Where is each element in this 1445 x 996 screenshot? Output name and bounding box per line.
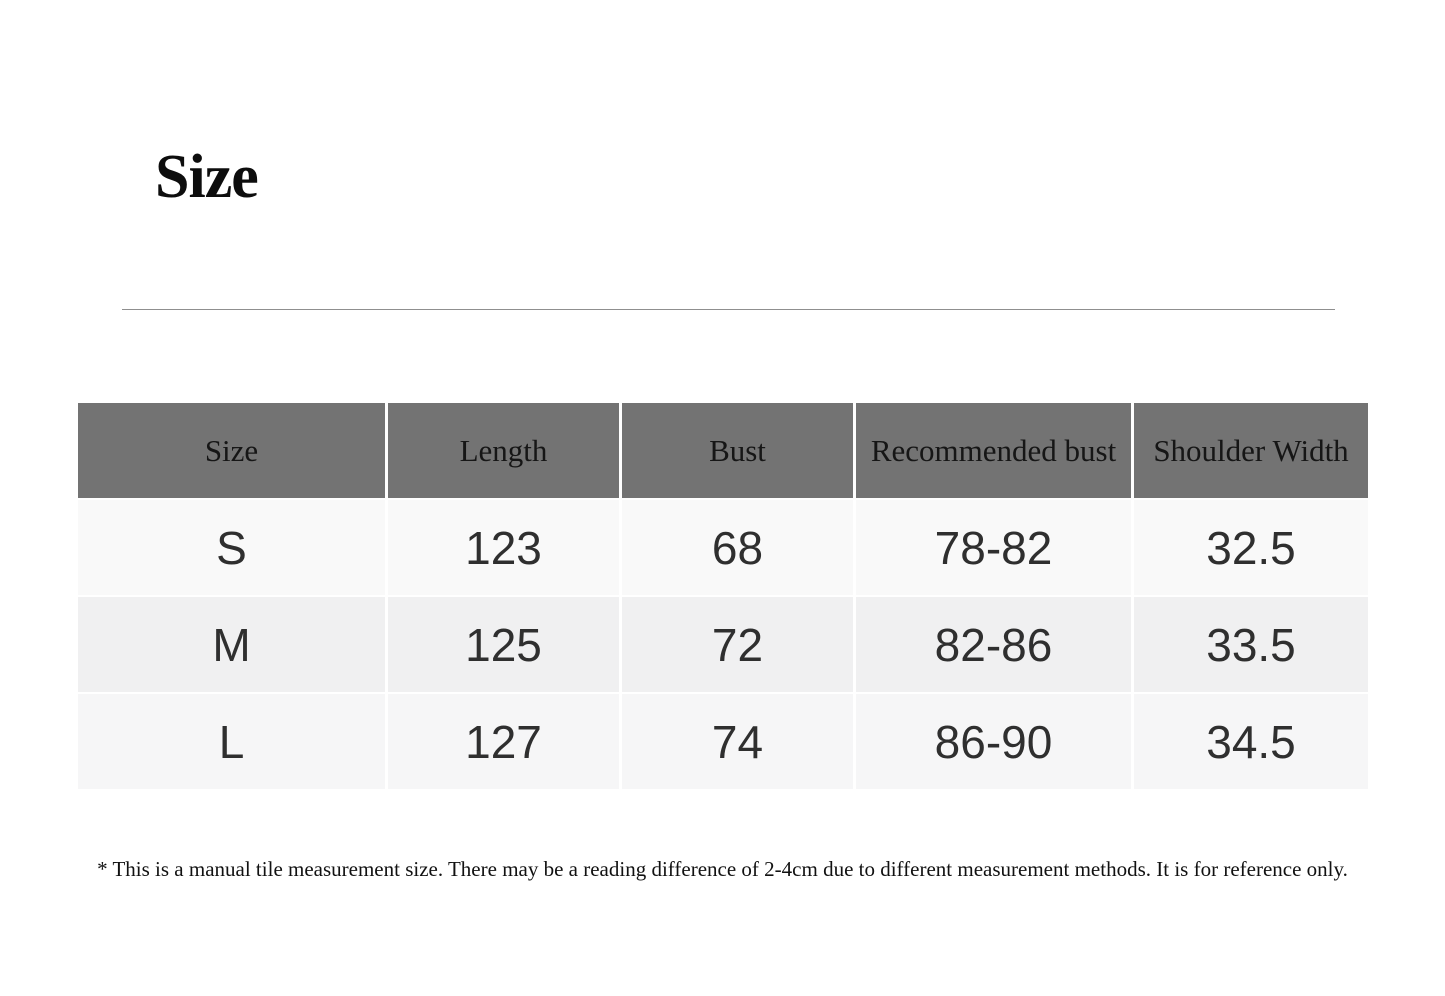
column-header-bust: Bust (619, 403, 853, 498)
table-row-l: L 127 74 86-90 34.5 (78, 692, 1368, 789)
measurement-disclaimer: * This is a manual tile measurement size… (97, 857, 1348, 881)
table-row-m: M 125 72 82-86 33.5 (78, 595, 1368, 692)
horizontal-divider (122, 309, 1335, 310)
page-title: Size (155, 143, 259, 211)
bust-cell: 72 (619, 595, 853, 692)
column-header-recommended-bust: Recommended bust (853, 403, 1131, 498)
size-table: Size Length Bust Recommended bust Should… (78, 403, 1368, 789)
column-header-size: Size (78, 403, 385, 498)
recommended-bust-cell: 82-86 (853, 595, 1131, 692)
shoulder-width-cell: 32.5 (1131, 498, 1368, 595)
shoulder-width-cell: 33.5 (1131, 595, 1368, 692)
size-cell: S (78, 498, 385, 595)
size-cell: M (78, 595, 385, 692)
column-header-length: Length (385, 403, 619, 498)
length-cell: 123 (385, 498, 619, 595)
bust-cell: 74 (619, 692, 853, 789)
size-table-container: Size Length Bust Recommended bust Should… (78, 403, 1368, 789)
size-cell: L (78, 692, 385, 789)
bust-cell: 68 (619, 498, 853, 595)
shoulder-width-cell: 34.5 (1131, 692, 1368, 789)
recommended-bust-cell: 78-82 (853, 498, 1131, 595)
table-header-row: Size Length Bust Recommended bust Should… (78, 403, 1368, 498)
table-row-s: S 123 68 78-82 32.5 (78, 498, 1368, 595)
length-cell: 127 (385, 692, 619, 789)
column-header-shoulder-width: Shoulder Width (1131, 403, 1368, 498)
length-cell: 125 (385, 595, 619, 692)
recommended-bust-cell: 86-90 (853, 692, 1131, 789)
